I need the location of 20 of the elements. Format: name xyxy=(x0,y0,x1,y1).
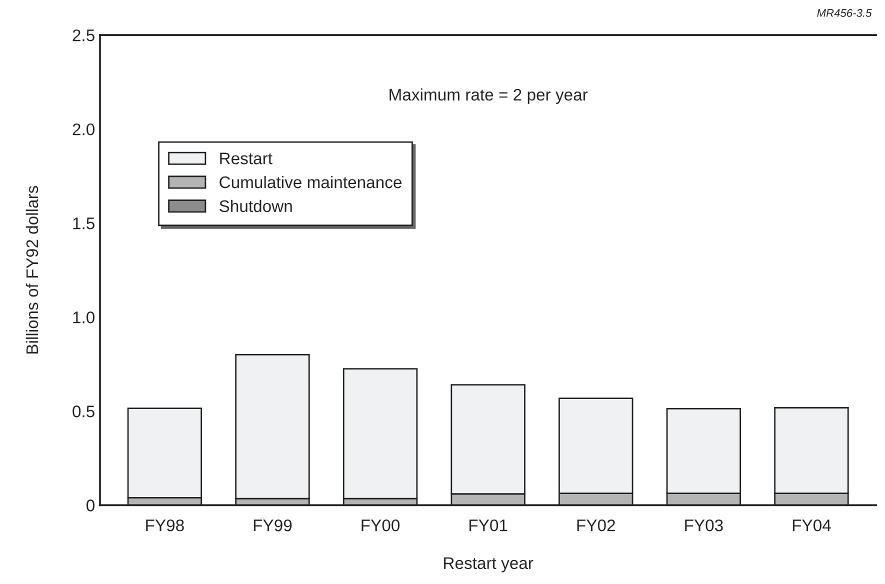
x-tick-label: FY01 xyxy=(470,519,508,532)
x-tick-label: FY00 xyxy=(362,519,400,532)
y-axis-title: Billions of FY92 dollars xyxy=(26,186,38,354)
legend-label: Cumulative maintenance xyxy=(220,176,402,188)
x-tick-label: FY99 xyxy=(254,519,292,532)
y-tick-label: 1.5 xyxy=(73,218,94,230)
x-tick-label: FY98 xyxy=(146,519,184,532)
annotation: Maximum rate = 2 per year xyxy=(390,88,588,104)
y-tick-label: 0.5 xyxy=(72,406,94,418)
y-tick-label: 2.5 xyxy=(72,29,94,42)
y-tick-label: 0 xyxy=(86,500,94,512)
legend-label: Shutdown xyxy=(220,200,292,212)
y-tick-label: 2.0 xyxy=(72,123,94,136)
x-tick-label: FY03 xyxy=(685,519,723,532)
x-tick-label: FY04 xyxy=(792,519,831,532)
x-tick-label: FY02 xyxy=(577,519,615,532)
x-axis-title: Restart year xyxy=(444,557,534,572)
y-tick-label: 1.0 xyxy=(73,312,94,324)
text: MR456-3.5 xyxy=(817,9,872,17)
legend-label: Restart xyxy=(220,152,272,164)
